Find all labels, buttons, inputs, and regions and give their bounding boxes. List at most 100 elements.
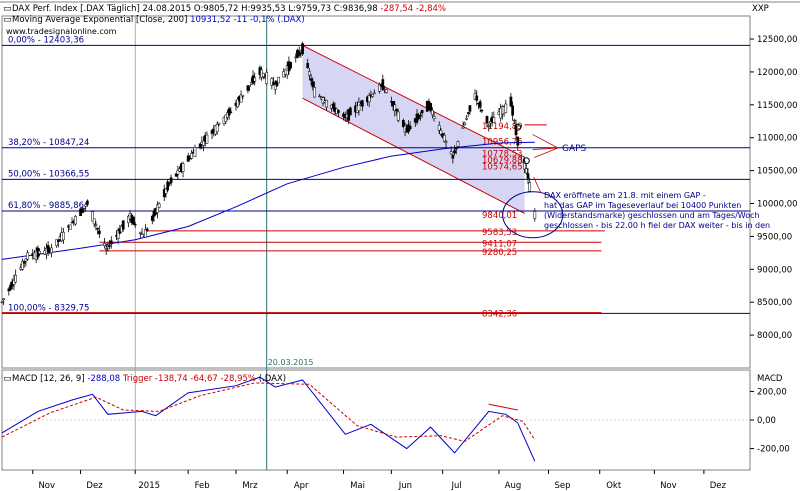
y-tick-label: 11500,00 (757, 101, 798, 111)
candle-body (313, 87, 316, 98)
gaps-pointer (532, 147, 559, 150)
candle-body (444, 141, 448, 143)
candle-body (487, 125, 491, 127)
y-tick-label: 10500,00 (757, 167, 798, 177)
candle-body (229, 111, 233, 113)
candle-body (241, 95, 245, 97)
candle-body (50, 247, 53, 254)
candle-body (246, 85, 250, 91)
note-line: (Widerstandsmarke) geschlossen und am Ta… (544, 211, 760, 220)
candle-body (442, 134, 446, 142)
fib-level-label: 38,20% - 10847,24 (8, 138, 89, 148)
candle-body (297, 51, 301, 56)
candle-body (432, 116, 436, 119)
candle-body (121, 220, 125, 230)
candle-body (94, 224, 98, 226)
trend-channel-lower (302, 97, 525, 214)
note-line: DAX eröffnete am 21.8. mit einem GAP - (544, 191, 706, 200)
x-tick-label: Nov (660, 481, 677, 491)
fib-level-label: 100,00% - 8329,75 (8, 303, 89, 313)
candle-body (437, 125, 441, 131)
candle-body (393, 104, 397, 112)
candle-body (272, 81, 275, 86)
candle-body (169, 177, 173, 184)
candle-body (202, 140, 205, 146)
candle-body (86, 200, 89, 205)
candle-body (461, 126, 465, 129)
candle-body (475, 95, 479, 101)
header-part-1: O:9805,72 (194, 4, 241, 14)
ema-header: Moving Average Exponential [Close, 200] … (12, 15, 305, 25)
candle-body (108, 245, 111, 247)
x-tick-label: Mrz (242, 481, 258, 491)
candle-body (504, 103, 508, 113)
candle-body (372, 92, 376, 95)
candle-body (0, 301, 4, 303)
candle-body (14, 274, 18, 283)
ema-header-part-1: 10931,52 -11 -0,1% (.DAX) (190, 15, 305, 25)
candle-body (109, 240, 113, 245)
candle-body (116, 230, 120, 239)
x-tick-label: Aug (505, 481, 522, 491)
candle-body (68, 224, 72, 230)
candle-body (38, 250, 41, 254)
fib-level-label: 0,00% - 12403,36 (8, 35, 84, 45)
candle-body (395, 109, 398, 112)
header-part-4: C:9836,98 (334, 4, 381, 14)
candle-body (150, 215, 154, 221)
candle-body (342, 113, 345, 117)
x-tick-label: Sep (554, 481, 570, 491)
candle-body (523, 161, 526, 170)
candle-body (46, 245, 50, 253)
candle-body (198, 143, 202, 148)
candle-body (325, 99, 328, 108)
candle-body (419, 114, 422, 117)
y-tick-label: 8000,00 (757, 331, 792, 341)
candle-body (168, 182, 171, 185)
candle-body (439, 130, 443, 135)
candle-body (321, 97, 325, 104)
trend-channel (302, 45, 525, 214)
x-tick-label: Jul (450, 481, 461, 491)
macd-legend-part-3: -138,74 -64,67 -28,95% (155, 374, 256, 384)
candle-body (140, 233, 144, 235)
trend-channel-upper (302, 44, 525, 158)
candle-body (62, 231, 65, 241)
x-tick-label: Feb (195, 481, 210, 491)
header-legend: ▭ DAX Perf. Index [.DAX Täglich] 24.08.20… (3, 4, 769, 36)
candle-body (417, 115, 421, 120)
candle-body (360, 100, 364, 107)
red-level-label: 9280,25 (482, 248, 517, 258)
macd-line (1, 376, 536, 462)
candle-body (318, 95, 321, 98)
candle-body (367, 95, 371, 102)
gaps-pointer (532, 134, 559, 149)
candle-body (349, 107, 352, 116)
candle-body (311, 81, 315, 88)
marker-circle (522, 157, 530, 165)
candle-body (277, 76, 281, 84)
candle-body (273, 84, 277, 90)
candle-body (26, 252, 29, 260)
candle-body (156, 204, 159, 213)
y-tick-label: 12500,00 (757, 35, 798, 45)
candle-body (454, 147, 458, 150)
candle-body (253, 77, 257, 82)
gaps-label: GAPS (562, 144, 587, 154)
candle-body (55, 239, 58, 247)
candle-body (492, 117, 496, 123)
x-tick-label: Dez (86, 481, 103, 491)
candles (0, 41, 537, 306)
gap-circle (502, 191, 564, 239)
red-level-label: 10679,88 (482, 156, 523, 166)
candle-body (509, 96, 513, 107)
candle-body (144, 229, 147, 238)
candle-body (526, 173, 530, 179)
candle-body (337, 110, 340, 113)
candle-body (96, 228, 99, 230)
candle-body (74, 216, 77, 225)
header-part-3: L:9759,73 (288, 4, 333, 14)
macd-legend-part-0: MACD [12, 26, 9] (12, 374, 87, 384)
x-tick-label: Jun (398, 481, 412, 491)
